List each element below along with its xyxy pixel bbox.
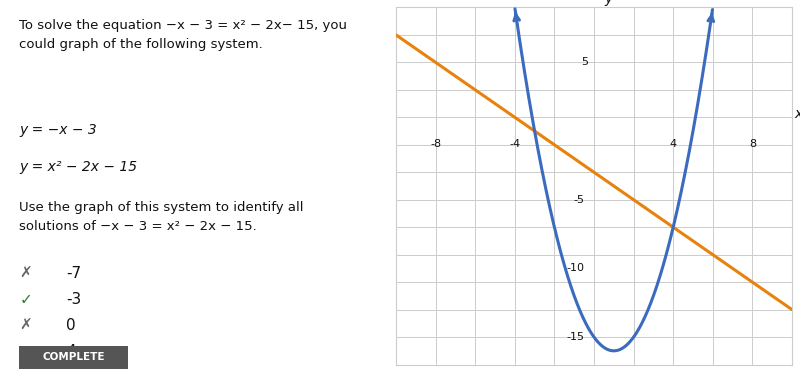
Text: y = −x − 3: y = −x − 3 <box>19 123 97 137</box>
Text: 4: 4 <box>670 139 677 149</box>
Text: 0: 0 <box>66 318 75 333</box>
Text: -10: -10 <box>566 263 584 273</box>
Text: -15: -15 <box>566 332 584 342</box>
Text: ✓: ✓ <box>19 292 32 307</box>
Text: 8: 8 <box>749 139 756 149</box>
Text: 4: 4 <box>66 344 75 359</box>
Text: x: x <box>794 108 800 121</box>
Text: -4: -4 <box>510 139 520 149</box>
Text: -8: -8 <box>430 139 441 149</box>
Text: ✓: ✓ <box>19 344 32 359</box>
Text: 5: 5 <box>581 57 588 67</box>
Text: -5: -5 <box>573 195 584 205</box>
Text: COMPLETE: COMPLETE <box>42 353 105 362</box>
Text: ✗: ✗ <box>19 318 32 333</box>
Text: ✗: ✗ <box>19 266 32 281</box>
FancyBboxPatch shape <box>19 346 128 369</box>
Text: -3: -3 <box>66 292 82 307</box>
Text: To solve the equation −x − 3 = x² − 2x− 15, you
could graph of the following sys: To solve the equation −x − 3 = x² − 2x− … <box>19 19 347 51</box>
Text: y: y <box>604 0 612 6</box>
Text: -7: -7 <box>66 266 81 281</box>
Text: y = x² − 2x − 15: y = x² − 2x − 15 <box>19 160 138 174</box>
Text: Use the graph of this system to identify all
solutions of −x − 3 = x² − 2x − 15.: Use the graph of this system to identify… <box>19 201 304 233</box>
